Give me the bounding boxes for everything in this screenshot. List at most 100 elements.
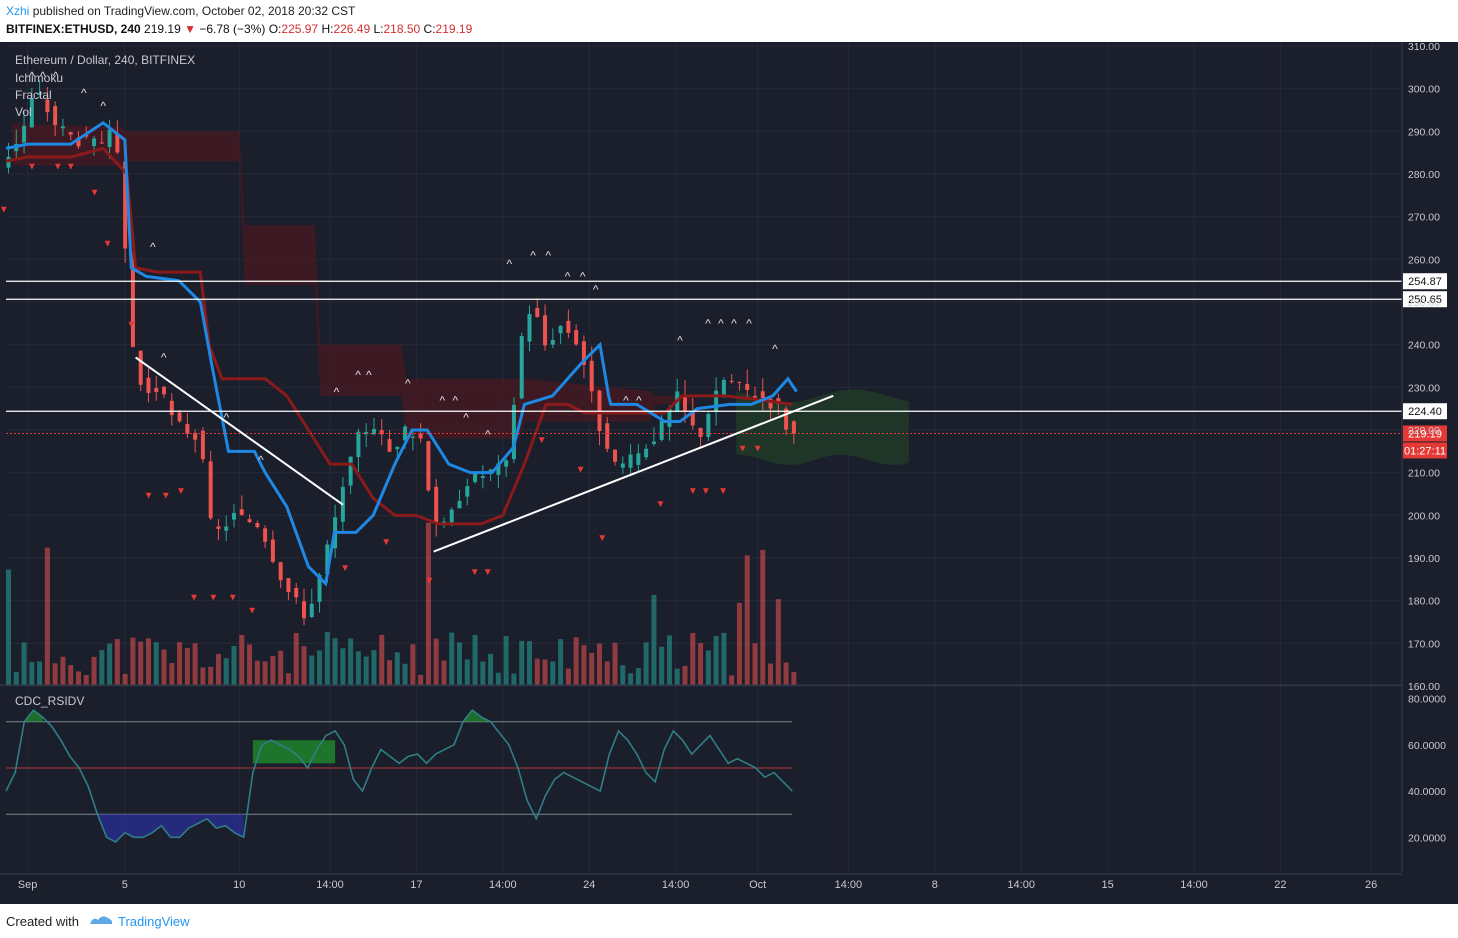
volume-bar	[309, 655, 315, 685]
volume-bar	[324, 632, 330, 685]
volume-bar	[690, 633, 696, 685]
rsi-tick-label: 80.0000	[1408, 694, 1446, 706]
fractal-down-marker: ▼	[470, 567, 480, 578]
candle-body	[418, 433, 423, 439]
volume-bar	[651, 594, 657, 685]
fractal-down-marker: ▼	[189, 593, 199, 604]
candle-body	[356, 431, 361, 458]
legend-item-vol[interactable]: Vol	[15, 105, 32, 119]
level-label: 250.65	[1408, 294, 1442, 306]
down-arrow-icon: ▼	[184, 22, 196, 36]
volume-bar	[44, 547, 50, 685]
candle-body	[410, 436, 415, 438]
fractal-up-marker: ^	[452, 393, 458, 407]
candle-body	[348, 456, 353, 486]
candlesticks	[6, 80, 796, 626]
last-price: 219.19	[144, 22, 181, 36]
chart-svg[interactable]: ^ ^ ^^^^^^^^^ ^^^ ^^^^^ ^^ ^^^ ^^^ ^ ^ ^^▼▼ ▼ ▼▼▼▼▼ ▼…	[0, 41, 1458, 904]
volume-bar	[247, 644, 253, 685]
chart-area[interactable]: ^ ^ ^ ^ ^ ^ ^ ^ ^ ^ ^ ^ ^ ^ ^ ^ ^ ^ ^ ^ ^ ^ ^ ^ ^ ^ ^ ^ ^ ^ ^ ▼ ▼ ▼ ▼ ▼ ▼ ▼ ▼ ▼…	[0, 41, 1458, 904]
y-tick-label: 200.00	[1408, 510, 1440, 522]
rsi-tick-label: 40.0000	[1408, 786, 1446, 798]
candle-body	[138, 350, 143, 385]
volume-bar	[511, 673, 517, 685]
fractal-up-marker: ^	[705, 317, 711, 331]
x-tick-label: 14:00	[1007, 879, 1035, 891]
volume-bar	[791, 672, 797, 685]
volume-bar	[744, 555, 750, 685]
volume-bar	[169, 663, 175, 685]
legend-item-ichimoku[interactable]: Ichimoku	[15, 71, 63, 85]
fractal-down-marker: ▼	[0, 204, 9, 215]
low-value: 218.50	[383, 22, 421, 36]
volume-bar	[558, 639, 564, 685]
candle-body	[698, 428, 703, 437]
published-text: published on TradingView.com, October 02…	[32, 4, 356, 18]
y-tick-label: 210.00	[1408, 468, 1440, 480]
fractal-down-marker: ▼	[576, 465, 586, 476]
candle-body	[270, 539, 275, 562]
quote-line: BITFINEX:ETHUSD, 240 219.19 ▼ −6.78 (−3%…	[6, 22, 472, 36]
x-tick-label: Sep	[18, 879, 38, 891]
candle-body	[581, 341, 586, 365]
candle-body	[115, 134, 120, 153]
volume-bar	[666, 635, 672, 685]
volume-bar	[200, 667, 206, 685]
level-label: 254.87	[1408, 276, 1442, 288]
volume-bar	[729, 675, 735, 685]
volume-bar	[254, 660, 260, 685]
fractal-up-marker: ^	[439, 393, 445, 407]
candle-body	[37, 93, 42, 95]
volume-bar	[565, 668, 571, 685]
candle-body	[107, 129, 112, 147]
volume-bar	[752, 643, 758, 685]
tradingview-link[interactable]: TradingView	[118, 914, 190, 929]
candle-body	[457, 500, 462, 509]
candle-body	[169, 400, 174, 416]
x-tick-label: 17	[410, 879, 422, 891]
candle-body	[683, 394, 688, 411]
last-price-label: 219.19	[1408, 428, 1442, 440]
candle-body	[752, 395, 757, 398]
y-tick-label: 280.00	[1408, 169, 1440, 181]
candle-body	[473, 472, 478, 483]
volume-bar	[6, 569, 11, 685]
volume-bar	[317, 650, 323, 685]
fractal-up-marker: ^	[623, 393, 629, 407]
volume-bar	[161, 649, 167, 685]
candle-body	[496, 463, 501, 475]
y-tick-label: 300.00	[1408, 84, 1440, 96]
author-link[interactable]: Xzhi	[6, 4, 30, 18]
fractal-down-marker: ▼	[27, 162, 37, 173]
indicator-title[interactable]: CDC_RSIDV	[15, 694, 84, 708]
candle-body	[387, 439, 392, 452]
price-change: −6.78 (−3%)	[199, 22, 266, 36]
fractal-up-marker: ^	[636, 393, 642, 407]
volume-bar	[628, 673, 634, 685]
volume-bar	[589, 652, 595, 685]
candle-body	[480, 476, 485, 479]
candle-body	[208, 461, 213, 519]
candle-body	[301, 601, 306, 619]
volume-bar	[107, 643, 113, 685]
candle-body	[403, 426, 408, 441]
publish-line: Xzhi published on TradingView.com, Octob…	[6, 4, 355, 18]
volume-bar	[472, 634, 478, 685]
volume-bar	[775, 599, 781, 685]
legend-item-fractal[interactable]: Fractal	[15, 88, 52, 102]
created-with-label: Created with	[6, 914, 79, 929]
candle-body	[123, 161, 128, 249]
volume-bar	[379, 634, 385, 685]
volume-bar	[635, 668, 641, 685]
volume-bar	[698, 643, 704, 685]
y-tick-label: 290.00	[1408, 126, 1440, 138]
rsi-tick-label: 20.0000	[1408, 832, 1446, 844]
fractal-down-marker: ▼	[176, 486, 186, 497]
candle-body	[185, 424, 190, 435]
symbol-label: BITFINEX:ETHUSD, 240	[6, 22, 141, 36]
volume-bar	[581, 645, 587, 685]
candle-body	[651, 441, 656, 445]
fractal-down-marker: ▼	[381, 537, 391, 548]
y-tick-label: 310.00	[1408, 42, 1440, 53]
candle-body	[566, 320, 571, 333]
